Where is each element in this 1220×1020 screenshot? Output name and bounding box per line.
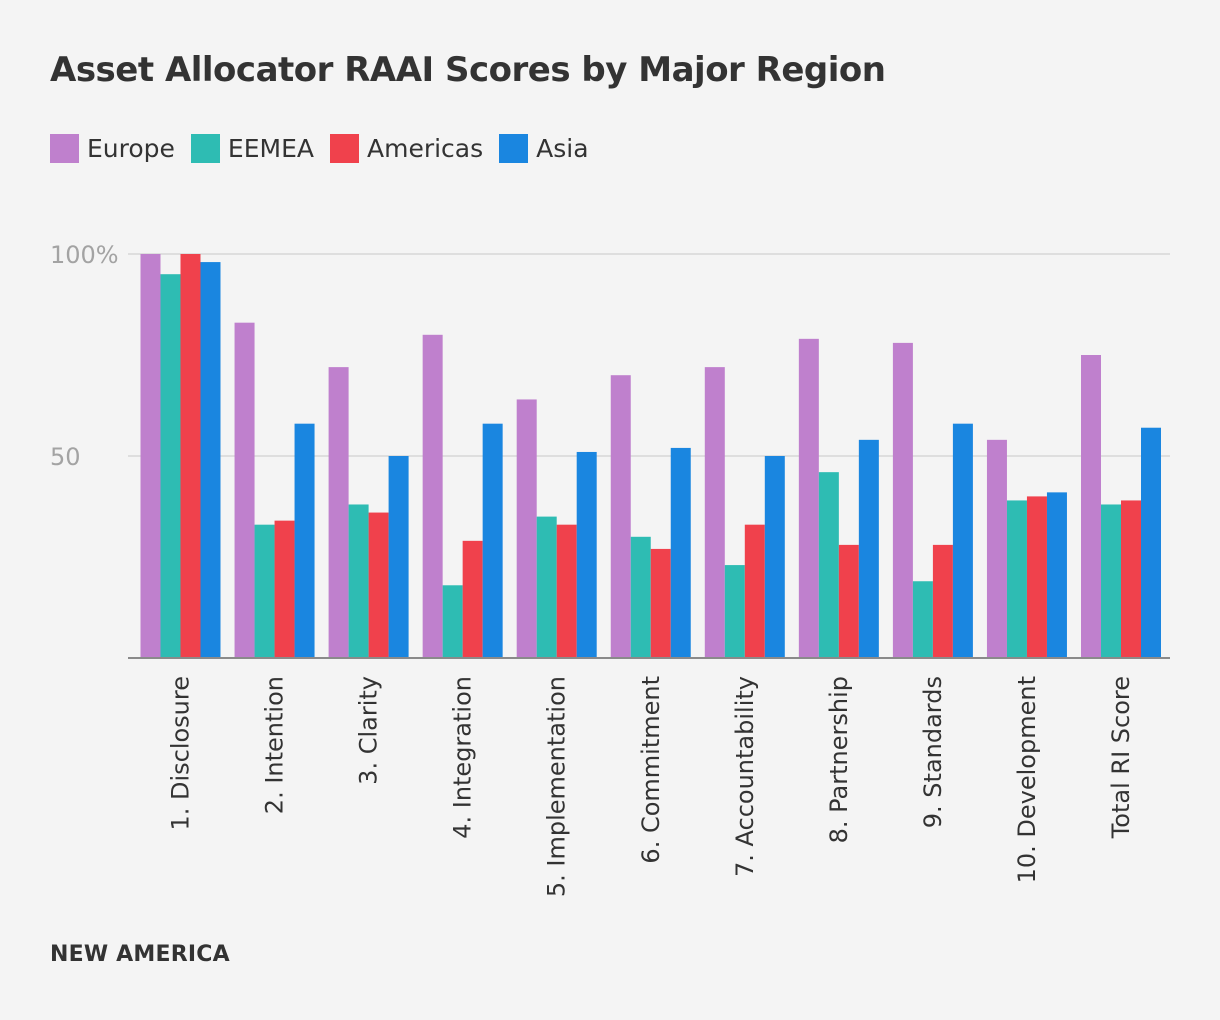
bar-asia-10 (1046, 492, 1067, 658)
bar-americas-11 (1121, 500, 1141, 658)
x-tick-label-7: 7. Accountability (731, 676, 759, 877)
x-tick-label-11: Total RI Score (1107, 676, 1135, 839)
legend-swatch-eemea (190, 134, 220, 163)
bar-americas-10 (1026, 496, 1047, 658)
bar-asia-5 (576, 451, 597, 658)
x-tick-label-6: 6. Commitment (637, 676, 665, 864)
x-tick-label-5: 5. Implementation (543, 676, 571, 897)
legend-label-asia: Asia (536, 134, 589, 163)
bar-americas-9 (932, 544, 953, 658)
bar-asia-9 (952, 423, 973, 658)
bar-asia-1 (200, 262, 221, 658)
bar-eemea-1 (160, 274, 181, 658)
bar-eemea-5 (536, 516, 557, 658)
bar-europe-10 (986, 439, 1007, 658)
x-tick-label-1: 1. Disclosure (167, 676, 195, 831)
legend-item-americas: Americas (329, 134, 484, 163)
bar-europe-3 (328, 367, 349, 658)
bar-eemea-10 (1006, 500, 1027, 658)
legend-swatch-europe (50, 134, 79, 163)
legend-item-eemea: EEMEA (190, 134, 314, 163)
bar-europe-9 (892, 342, 913, 658)
legend: Europe EEMEA Americas Asia (50, 134, 605, 163)
bar-americas-7 (744, 524, 765, 658)
legend-item-europe: Europe (50, 134, 175, 163)
x-tick-label-4: 4. Integration (449, 676, 477, 839)
bar-americas-6 (650, 548, 671, 658)
x-tick-label-2: 2. Intention (261, 676, 289, 814)
bar-eemea-4 (442, 585, 463, 658)
bar-eemea-3 (348, 504, 369, 658)
bar-americas-3 (368, 512, 389, 658)
x-tick-label-3: 3. Clarity (355, 676, 383, 785)
legend-swatch-americas (329, 134, 359, 163)
chart-title: Asset Allocator RAAI Scores by Major Reg… (50, 50, 886, 90)
bar-europe-2 (234, 322, 255, 658)
y-tick-label-1: 100% (50, 241, 119, 269)
legend-label-eemea: EEMEA (227, 134, 314, 163)
bar-americas-5 (556, 524, 577, 658)
x-tick-label-9: 9. Standards (919, 676, 947, 828)
bar-europe-1 (140, 254, 161, 658)
bar-asia-8 (858, 439, 879, 658)
bar-asia-11 (1141, 427, 1161, 658)
legend-label-europe: Europe (87, 134, 175, 163)
bar-asia-6 (670, 447, 691, 658)
bar-americas-2 (274, 520, 295, 658)
legend-label-americas: Americas (366, 134, 484, 163)
bar-europe-7 (704, 367, 725, 658)
bar-eemea-2 (254, 524, 275, 658)
y-tick-label-0: 50 (50, 443, 81, 471)
bar-americas-1 (180, 254, 201, 658)
x-tick-label-10: 10. Development (1013, 676, 1041, 883)
bar-europe-8 (798, 338, 819, 658)
bar-europe-4 (422, 334, 443, 658)
bar-eemea-8 (818, 472, 839, 658)
bar-asia-4 (482, 423, 503, 658)
bar-eemea-9 (912, 581, 933, 658)
legend-item-asia: Asia (499, 134, 589, 163)
bar-europe-5 (516, 399, 537, 658)
bar-americas-8 (838, 544, 859, 658)
source-label: NEW AMERICA (50, 942, 230, 967)
x-tick-label-8: 8. Partnership (825, 676, 853, 843)
bar-eemea-7 (724, 565, 745, 658)
bar-asia-7 (764, 456, 785, 658)
bar-americas-4 (462, 540, 483, 658)
bar-eemea-6 (630, 536, 651, 658)
bar-eemea-11 (1101, 504, 1121, 658)
bar-asia-2 (294, 423, 315, 658)
bar-europe-11 (1081, 355, 1101, 658)
legend-swatch-asia (499, 134, 529, 163)
bar-asia-3 (388, 456, 409, 658)
bar-europe-6 (610, 375, 631, 658)
